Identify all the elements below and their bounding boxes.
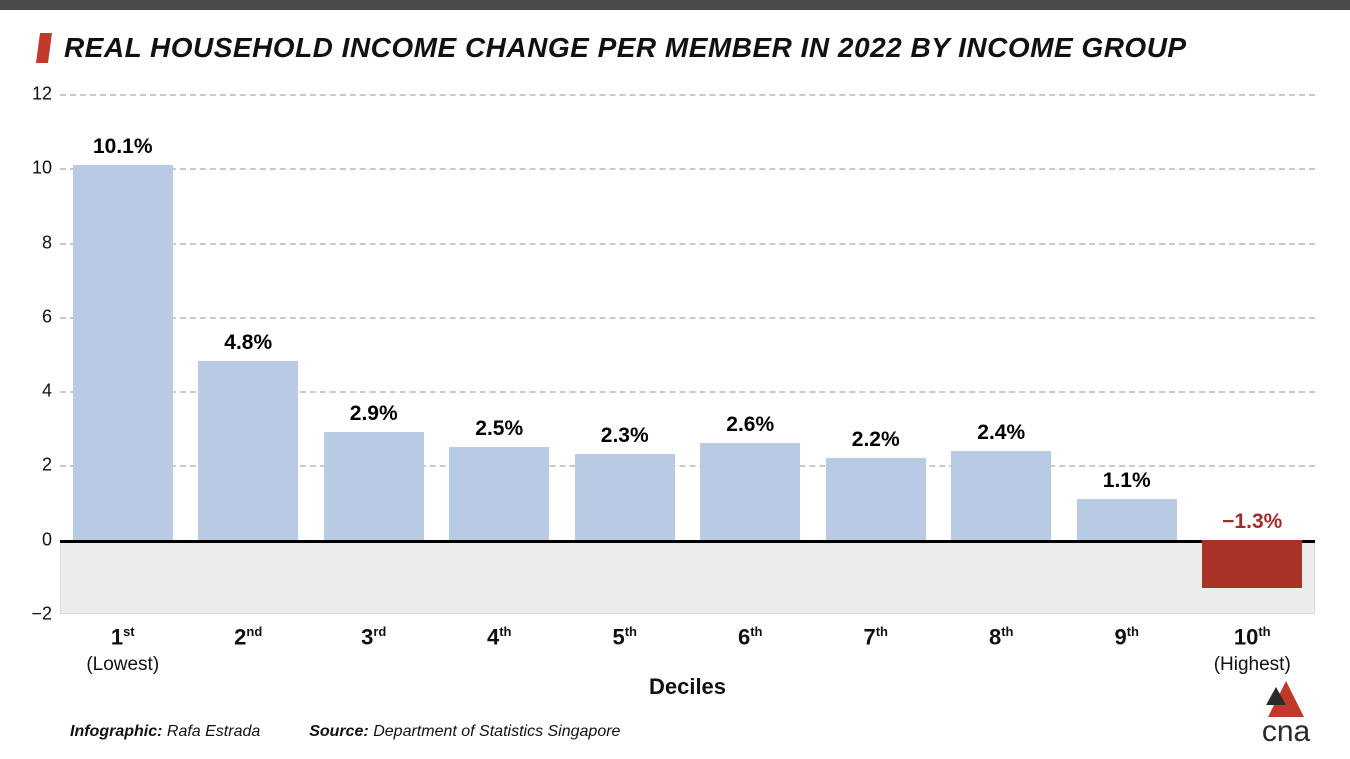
x-category-label: 9th	[1067, 624, 1187, 650]
source-label: Source:	[309, 723, 369, 740]
x-category-label: 6th	[690, 624, 810, 650]
zero-axis-line	[60, 540, 1315, 543]
x-category-label: 8th	[941, 624, 1061, 650]
y-tick-label: 8	[20, 232, 52, 253]
plot-region: −202468101210.1%4.8%2.9%2.5%2.3%2.6%2.2%…	[60, 94, 1315, 614]
bar	[951, 451, 1051, 540]
y-tick-label: 0	[20, 529, 52, 550]
infographic-author: Rafa Estrada	[167, 723, 260, 740]
bar	[1077, 499, 1177, 540]
bar	[198, 361, 298, 539]
infographic-label: Infographic:	[70, 723, 162, 740]
bar-value-label: 2.6%	[700, 413, 800, 437]
bar	[575, 454, 675, 539]
y-tick-label: 12	[20, 84, 52, 105]
gridline	[60, 243, 1315, 245]
bar	[826, 458, 926, 540]
bar-value-label: −1.3%	[1202, 510, 1302, 534]
x-category-label: 3rd	[314, 624, 434, 650]
bar-value-label: 2.9%	[324, 402, 424, 426]
x-axis-title: Deciles	[60, 674, 1315, 700]
source-value: Department of Statistics Singapore	[373, 723, 620, 740]
gridline	[60, 94, 1315, 96]
title-row: REAL HOUSEHOLD INCOME CHANGE PER MEMBER …	[36, 32, 1314, 64]
brand-logo-icon: cna	[1246, 679, 1326, 749]
bar-value-label: 2.4%	[951, 421, 1051, 445]
bar	[324, 432, 424, 540]
x-category-label: 2nd	[188, 624, 308, 650]
x-category-label: 4th	[439, 624, 559, 650]
gridline	[60, 168, 1315, 170]
negative-region	[60, 540, 1315, 614]
bar	[1202, 540, 1302, 588]
bar-value-label: 2.5%	[449, 417, 549, 441]
y-tick-label: 4	[20, 381, 52, 402]
bar-value-label: 10.1%	[73, 135, 173, 159]
bar	[449, 447, 549, 540]
y-tick-label: 6	[20, 306, 52, 327]
infographic-frame: REAL HOUSEHOLD INCOME CHANGE PER MEMBER …	[0, 0, 1350, 759]
x-category-label: 10th(Highest)	[1192, 624, 1312, 676]
x-category-label: 1st(Lowest)	[63, 624, 183, 676]
y-tick-label: 10	[20, 158, 52, 179]
bar-value-label: 1.1%	[1077, 469, 1177, 493]
gridline	[60, 317, 1315, 319]
svg-text:cna: cna	[1262, 715, 1311, 748]
bar	[700, 443, 800, 540]
chart-title: REAL HOUSEHOLD INCOME CHANGE PER MEMBER …	[64, 32, 1187, 64]
x-category-label: 5th	[565, 624, 685, 650]
attribution-footer: Infographic: Rafa Estrada Source: Depart…	[70, 723, 620, 741]
y-tick-label: 2	[20, 455, 52, 476]
x-category-label: 7th	[816, 624, 936, 650]
bar-value-label: 2.3%	[575, 424, 675, 448]
bar-value-label: 4.8%	[198, 331, 298, 355]
chart-area: −202468101210.1%4.8%2.9%2.5%2.3%2.6%2.2%…	[60, 94, 1315, 614]
title-accent-mark-icon	[36, 33, 52, 63]
bar-value-label: 2.2%	[826, 428, 926, 452]
y-tick-label: −2	[20, 604, 52, 625]
x-axis: Deciles 1st(Lowest)2nd3rd4th5th6th7th8th…	[60, 616, 1315, 726]
bar	[73, 165, 173, 540]
